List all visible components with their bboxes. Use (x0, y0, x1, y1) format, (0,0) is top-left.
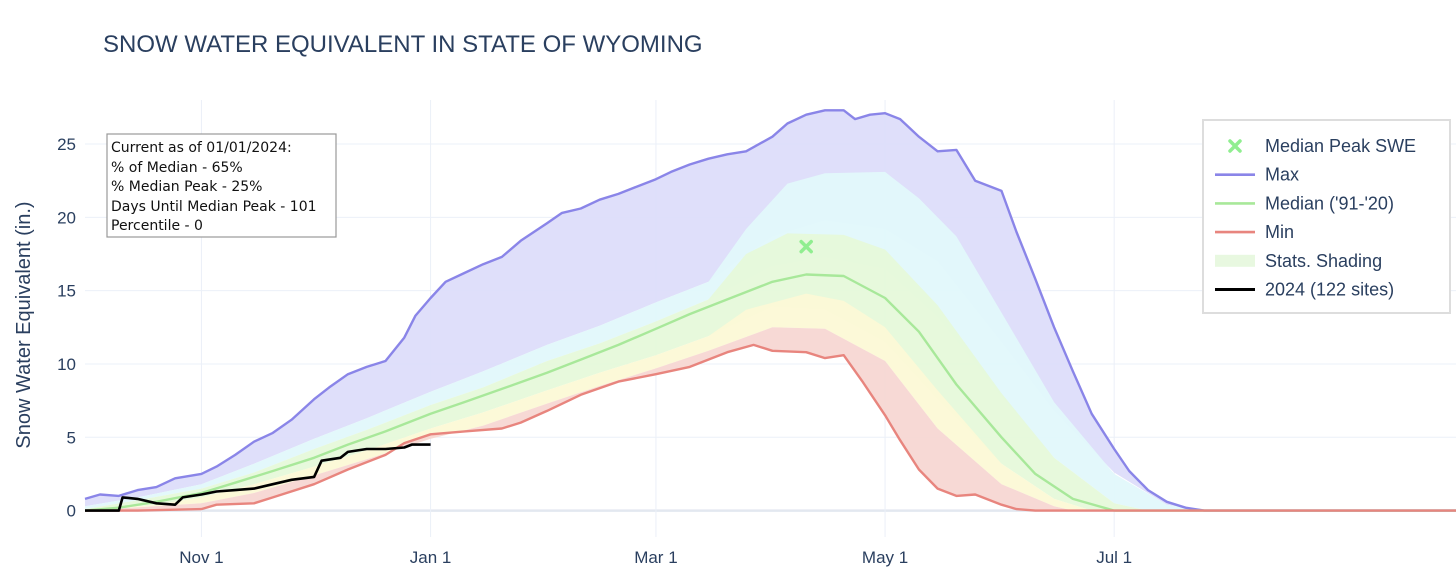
legend-border (1202, 119, 1451, 314)
annotation-line: Current as of 01/01/2024: (111, 140, 292, 156)
legend-symbol (1215, 254, 1255, 267)
x-tick-label: Jul 1 (1096, 548, 1132, 567)
legend-label: Max (1265, 165, 1299, 185)
legend-item-max[interactable]: Max (1215, 165, 1299, 185)
shading-band-0 (85, 110, 1456, 511)
shading-band-2 (85, 233, 1456, 511)
annotation-line: % Median Peak - 25% (111, 179, 262, 195)
legend-label: Median ('91-'20) (1265, 193, 1394, 213)
y-tick-label: 0 (67, 502, 76, 521)
x-tick-label: Nov 1 (179, 548, 223, 567)
y-tick-label: 20 (57, 208, 76, 227)
annotation-line: Days Until Median Peak - 101 (111, 199, 317, 215)
legend: Median Peak SWE Max Median ('91-'20) Min Sta… (1202, 119, 1451, 314)
legend-item-current[interactable]: 2024 (122 sites) (1215, 280, 1394, 300)
tick-layer: 0 5 10 15 20 25 Nov 1 Jan 1 Mar 1 May 1 Jul 1 (57, 135, 1132, 567)
legend-label: Stats. Shading (1265, 251, 1382, 271)
chart-title: SNOW WATER EQUIVALENT IN STATE OF WYOMIN… (103, 31, 703, 58)
legend-item-min[interactable]: Min (1215, 222, 1294, 242)
x-tick-label: Jan 1 (410, 548, 452, 567)
y-tick-label: 25 (57, 135, 76, 154)
current-year-line (85, 443, 431, 512)
y-axis-title: Snow Water Equivalent (in.) (13, 201, 35, 448)
legend-item-median[interactable]: Median ('91-'20) (1215, 193, 1394, 213)
legend-label: Median Peak SWE (1265, 136, 1416, 156)
shading-layer (85, 110, 1456, 511)
legend-label: Min (1265, 222, 1294, 242)
legend-symbol (1228, 139, 1242, 153)
y-tick-label: 10 (57, 355, 76, 374)
y-tick-label: 15 (57, 282, 76, 301)
series-layer (84, 109, 1456, 512)
legend-label: 2024 (122 sites) (1265, 280, 1394, 300)
min-line (85, 343, 1456, 512)
stats-annotation: Current as of 01/01/2024: % of Median - … (106, 133, 337, 238)
max-line (84, 109, 1456, 512)
median-peak-marker (799, 239, 813, 254)
annotation-line: % of Median - 65% (111, 160, 243, 176)
shading-band-3 (85, 293, 1456, 511)
median-line (84, 273, 1456, 512)
x-tick-label: May 1 (862, 548, 908, 567)
shading-band-1 (85, 171, 1456, 511)
y-tick-label: 5 (67, 428, 76, 447)
annotation-line: Percentile - 0 (111, 218, 203, 234)
legend-item-shading[interactable]: Stats. Shading (1215, 251, 1382, 271)
legend-item-peak[interactable]: Median Peak SWE (1228, 136, 1416, 156)
annotation-border (106, 133, 337, 238)
x-tick-label: Mar 1 (634, 548, 677, 567)
